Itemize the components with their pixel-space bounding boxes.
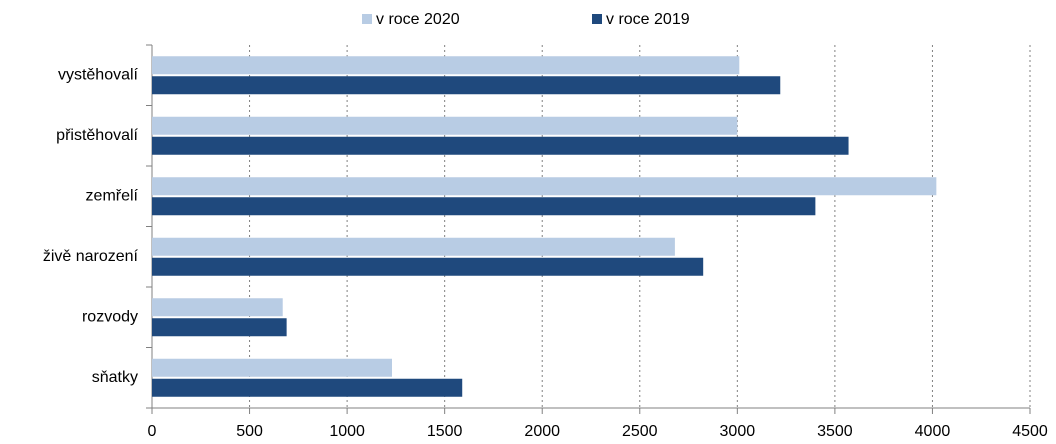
- bar: [152, 177, 937, 196]
- bar: [152, 358, 392, 377]
- x-tick-label: 4500: [1012, 423, 1048, 440]
- bar: [152, 56, 740, 75]
- legend-swatch: [592, 14, 602, 24]
- bar: [152, 136, 849, 155]
- x-tick-label: 2000: [524, 423, 560, 440]
- legend-label: v roce 2020: [376, 11, 460, 28]
- legend-swatch: [362, 14, 372, 24]
- bar: [152, 257, 704, 276]
- legend-label: v roce 2019: [606, 11, 690, 28]
- x-tick-label: 1500: [427, 423, 463, 440]
- x-tick-label: 3000: [720, 423, 756, 440]
- y-tick-label: sňatky: [92, 369, 138, 386]
- bar: [152, 76, 781, 95]
- bar: [152, 378, 463, 397]
- x-tick-label: 2500: [622, 423, 658, 440]
- y-tick-label: rozvody: [82, 308, 138, 325]
- bar: [152, 116, 738, 135]
- bar: [152, 298, 283, 317]
- bar: [152, 197, 816, 216]
- x-tick-label: 500: [236, 423, 263, 440]
- x-tick-label: 1000: [329, 423, 365, 440]
- y-tick-label: přistěhovalí: [56, 127, 138, 144]
- x-tick-label: 4000: [915, 423, 951, 440]
- bar: [152, 237, 675, 256]
- y-tick-label: vystěhovalí: [58, 66, 139, 83]
- x-tick-label: 3500: [817, 423, 853, 440]
- y-tick-label: zemřelí: [86, 187, 139, 204]
- bar: [152, 318, 287, 337]
- x-tick-label: 0: [148, 423, 157, 440]
- y-tick-label: živě narození: [43, 248, 139, 265]
